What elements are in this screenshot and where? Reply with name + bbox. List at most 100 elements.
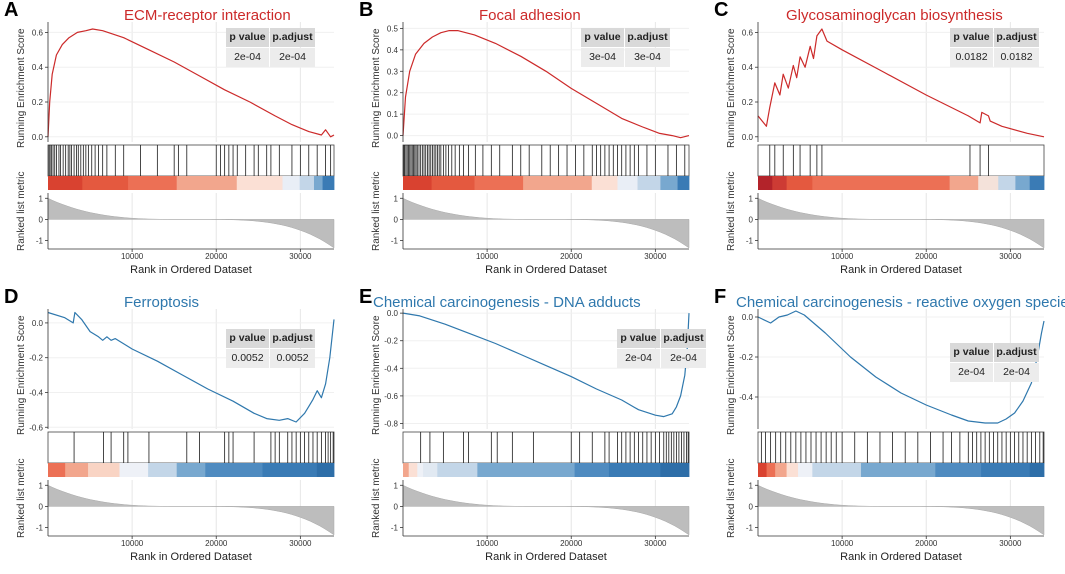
heat-segment (477, 463, 575, 477)
heat-segment (176, 463, 206, 477)
heat-segment (205, 463, 263, 477)
heat-segment (65, 463, 89, 477)
x-tick-label: 30000 (289, 539, 312, 548)
heat-segment (322, 176, 335, 190)
heat-segment (48, 176, 83, 190)
heat-segment (119, 463, 149, 477)
stats-value-cell: 3e-04 (581, 48, 624, 67)
chart-a: 0.0 0.2 0.4 0.6 1 0 -1 10000 20000 30000 (32, 22, 335, 261)
panel-label: C (714, 0, 729, 21)
es-curve (402, 312, 690, 418)
metric-y-tick-label: 0 (749, 215, 754, 224)
chart-title: Focal adhesion (479, 7, 581, 24)
stats-value-cell: 3e-04 (625, 48, 670, 67)
metric-y-tick-label: 0 (39, 215, 44, 224)
es-y-tick-label: 0.6 (742, 28, 754, 37)
metric-y-tick-label: -1 (746, 237, 754, 246)
metric-y-axis-label: Ranked list metric (371, 458, 382, 538)
metric-y-axis-label: Ranked list metric (16, 171, 27, 251)
heat-segment (437, 463, 478, 477)
heat-segment (523, 176, 593, 190)
es-curve (402, 30, 690, 139)
es-y-tick-label: 0.4 (742, 63, 754, 72)
es-curve (47, 28, 335, 138)
chart-e: 0.0 -0.2 -0.4 -0.6 -0.8 1 0 -1 10000 20000 30000 (384, 309, 690, 548)
heat-segment (316, 463, 335, 477)
stats-value-cell: 0.0052 (270, 349, 315, 368)
heat-segment (758, 463, 767, 477)
es-y-tick-label: 0.0 (387, 309, 399, 318)
es-y-axis-label: Running Enrichment Score (726, 315, 737, 435)
chart-title: Ferroptosis (124, 294, 200, 311)
stats-header-cell: p value (950, 343, 993, 362)
metric-y-tick-label: 1 (394, 481, 399, 490)
stats-value-cell: 2e-04 (950, 363, 993, 382)
heat-segment (981, 463, 1031, 477)
heat-segment (766, 463, 776, 477)
es-y-tick-label: 0.1 (387, 110, 399, 119)
ranked-metric-area (757, 484, 1045, 536)
metric-y-tick-label: 1 (39, 194, 44, 203)
x-tick-label: 20000 (560, 252, 583, 261)
metric-y-tick-label: 1 (39, 481, 44, 490)
heat-segment (88, 463, 120, 477)
ranked-metric-area (402, 484, 690, 536)
es-y-tick-label: 0.0 (742, 313, 754, 322)
es-curve (47, 311, 335, 423)
metric-y-tick-label: 1 (749, 481, 754, 490)
x-tick-label: 20000 (205, 539, 228, 548)
es-y-axis-label: Running Enrichment Score (16, 28, 27, 148)
panel-d: 0.0 -0.2 -0.4 -0.6 1 0 -1 10000 20000 30000 D Ferro… (0, 286, 355, 574)
x-axis-label: Rank in Ordered Dataset (130, 551, 252, 563)
stats-value-cell: 2e-04 (270, 48, 315, 67)
x-tick-label: 20000 (560, 539, 583, 548)
x-tick-label: 30000 (289, 252, 312, 261)
es-y-tick-label: 0.4 (32, 63, 44, 72)
heat-segment (262, 463, 318, 477)
x-tick-label: 10000 (121, 539, 144, 548)
heat-segment (860, 463, 936, 477)
es-y-tick-label: -0.2 (739, 353, 753, 362)
heat-segment (148, 463, 178, 477)
heat-segment (82, 176, 129, 190)
heat-segment (431, 176, 475, 190)
heat-segment (758, 176, 773, 190)
stats-value-cell: 2e-04 (661, 349, 706, 368)
panel-e: 0.0 -0.2 -0.4 -0.6 -0.8 1 0 -1 10000 20000 30000 E C… (355, 286, 710, 574)
stats-value-cell: 0.0182 (994, 48, 1039, 67)
ranked-metric-area (47, 197, 335, 249)
heat-segment (417, 463, 424, 477)
x-tick-label: 30000 (999, 252, 1022, 261)
metric-y-tick-label: -1 (391, 524, 399, 533)
heat-segment (978, 176, 999, 190)
metric-y-axis-label: Ranked list metric (726, 171, 737, 251)
stats-header-cell: p value (226, 28, 269, 47)
panel-f: 0.0 -0.2 -0.4 1 0 -1 10000 20000 30000 F Chemical … (710, 286, 1065, 574)
metric-y-tick-label: 1 (749, 194, 754, 203)
heat-segment (282, 176, 301, 190)
es-y-tick-label: -0.2 (29, 354, 43, 363)
x-tick-label: 10000 (831, 539, 854, 548)
stats-value-cell: 2e-04 (617, 349, 660, 368)
x-tick-label: 10000 (121, 252, 144, 261)
es-y-axis-label: Running Enrichment Score (371, 315, 382, 435)
heat-segment (812, 176, 951, 190)
heat-segment (935, 463, 982, 477)
metric-y-tick-label: 0 (394, 215, 399, 224)
heat-segment (949, 176, 979, 190)
stats-value-cell: 2e-04 (226, 48, 269, 67)
stats-header-cell: p value (950, 28, 993, 47)
x-axis-label: Rank in Ordered Dataset (840, 551, 962, 563)
es-y-tick-label: 0.4 (387, 46, 399, 55)
metric-y-tick-label: -1 (36, 237, 44, 246)
heat-segment (1015, 176, 1031, 190)
heat-segment (812, 463, 862, 477)
heat-segment (772, 176, 787, 190)
heat-segment (236, 176, 283, 190)
metric-y-tick-label: 0 (749, 502, 754, 511)
heat-segment (775, 463, 787, 477)
x-tick-label: 10000 (476, 252, 499, 261)
stats-header-cell: p value (581, 28, 624, 47)
stats-header-cell: p.adjust (270, 329, 315, 348)
heat-segment (617, 176, 638, 190)
